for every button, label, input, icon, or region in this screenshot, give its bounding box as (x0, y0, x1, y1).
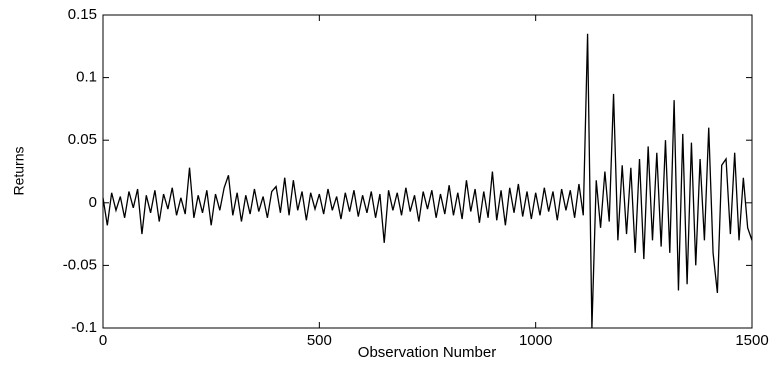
y-tick-label: 0.1 (76, 69, 97, 86)
plot-frame (102, 14, 753, 329)
y-tick-label: 0 (89, 194, 97, 211)
x-tick-label: 500 (307, 332, 332, 349)
x-tick-label: 1000 (519, 332, 552, 349)
x-axis-label: Observation Number (358, 344, 496, 361)
y-axis-label: Returns (11, 146, 27, 195)
y-tick-label: -0.1 (71, 319, 97, 336)
x-tick-label: 1500 (735, 332, 768, 349)
x-tick-label: 0 (99, 332, 107, 349)
y-tick-label: 0.05 (68, 131, 97, 148)
series-line (102, 33, 753, 329)
y-tick-label: 0.15 (68, 6, 97, 23)
y-tick-label: -0.05 (63, 256, 97, 273)
